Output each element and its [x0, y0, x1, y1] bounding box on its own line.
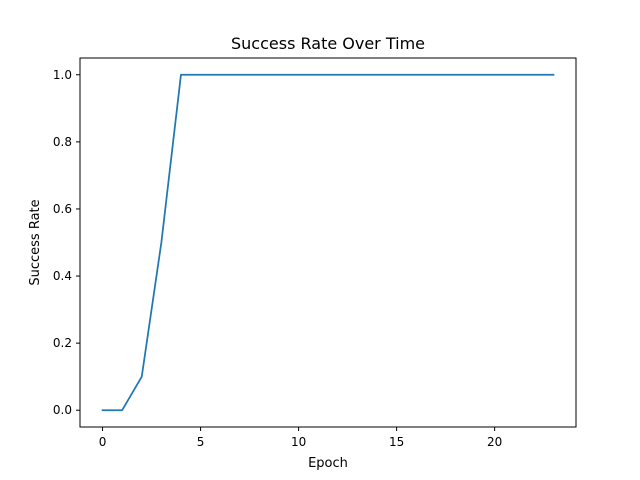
- series-layer: [101, 73, 555, 412]
- success-rate-line: [101, 73, 555, 412]
- x-tick-label: 20: [487, 435, 502, 449]
- x-tick-label: 15: [389, 435, 404, 449]
- y-tick-label: 0.4: [53, 269, 72, 283]
- plot-area: [80, 58, 576, 427]
- x-tick-label: 0: [99, 435, 107, 449]
- x-axis-label: Epoch: [308, 456, 348, 471]
- y-tick-label: 0.8: [53, 135, 72, 149]
- y-tick-label: 0.0: [53, 403, 72, 417]
- x-axis-ticks: 0 5 10 15 20: [99, 427, 502, 449]
- plot-frame: [79, 57, 577, 428]
- y-axis-ticks: 0.0 0.2 0.4 0.6 0.8 1.0: [53, 68, 80, 417]
- y-tick-label: 0.6: [53, 202, 72, 216]
- x-tick-label: 10: [291, 435, 306, 449]
- y-axis-label: Success Rate: [28, 199, 43, 285]
- y-tick-label: 1.0: [53, 68, 72, 82]
- chart-title: Success Rate Over Time: [231, 34, 425, 53]
- y-tick-label: 0.2: [53, 336, 72, 350]
- x-tick-label: 5: [197, 435, 205, 449]
